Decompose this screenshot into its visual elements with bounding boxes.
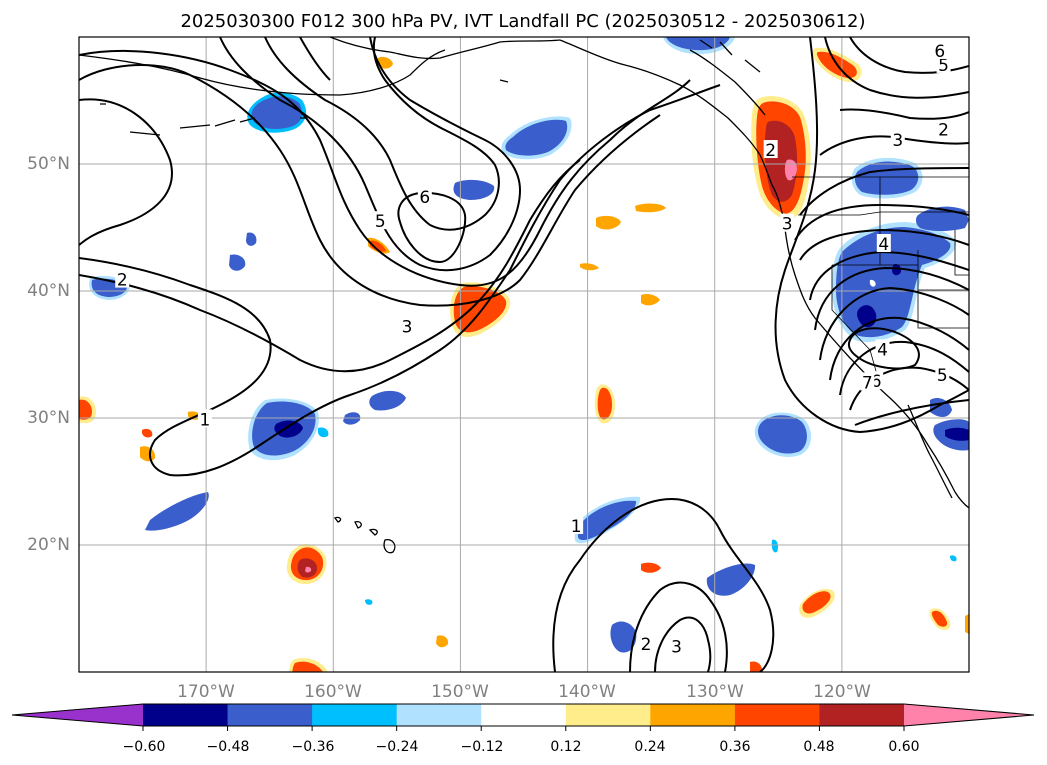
contour-label-bg — [936, 54, 951, 73]
colorbar-tick-label: −0.12 — [461, 739, 504, 755]
contour-label: 2 — [765, 141, 776, 161]
contour-label-bg — [569, 515, 584, 534]
colorbar-tick-labels: −0.60 −0.48 −0.36 −0.24 −0.12 0.12 0.24 … — [123, 739, 920, 755]
contour-label-bg — [875, 339, 890, 358]
contour-label: 7 — [862, 373, 873, 393]
ivt-contours — [79, 37, 969, 672]
state-borders — [792, 176, 969, 386]
contour-label: 3 — [671, 638, 682, 658]
colorbar-bin — [565, 704, 651, 726]
lat-label: 20°N — [27, 535, 70, 555]
contour-label: 6 — [934, 42, 945, 62]
colorbar-tick-label: −0.60 — [123, 739, 166, 755]
contour-label-bg — [373, 211, 388, 230]
colorbar-bin — [481, 704, 567, 726]
contour-label-bg — [780, 213, 795, 232]
lon-label: 120°W — [813, 682, 871, 702]
colorbar-tick-label: 0.36 — [719, 739, 750, 755]
contour-label: 3 — [402, 318, 413, 338]
contour-label: 5 — [937, 366, 948, 386]
map-frame — [78, 36, 970, 673]
contour-label-bg — [935, 364, 950, 383]
colorbar-tick-label: −0.36 — [292, 739, 335, 755]
colorbar-bin — [819, 704, 905, 726]
lat-label: 30°N — [27, 408, 70, 428]
colorbar-bin — [227, 704, 313, 726]
colorbar-tick-label: −0.48 — [207, 739, 250, 755]
figure-title: 2025030300 F012 300 hPa PV, IVT Landfall… — [180, 11, 865, 32]
contour-label-bg — [417, 187, 432, 206]
lon-label: 140°W — [558, 682, 616, 702]
contour-label: 6 — [419, 188, 430, 208]
contour-label-bg — [763, 140, 778, 159]
contour-label: 4 — [877, 340, 888, 360]
contour-label-bg — [890, 129, 905, 148]
colorbar-bin — [396, 704, 482, 726]
contour-label-bg — [639, 634, 654, 653]
contour-label: 5 — [938, 56, 949, 76]
contour-label-bg — [669, 636, 684, 655]
colorbar-bin — [143, 704, 229, 726]
lon-label: 170°W — [177, 682, 235, 702]
contour-label-bg — [932, 40, 947, 59]
contour-label: 1 — [571, 517, 582, 537]
colorbar-tick-label: −0.24 — [376, 739, 419, 755]
longitude-labels: 170°W 160°W 150°W 140°W 130°W 120°W — [177, 682, 871, 702]
colorbar-underflow-arrow — [12, 704, 143, 726]
colorbar — [11, 703, 1035, 731]
contour-label-bg — [936, 119, 951, 138]
lat-label: 50°N — [27, 154, 70, 174]
contour-label: 3 — [892, 131, 903, 151]
latitude-labels: 50°N 40°N 30°N 20°N — [27, 154, 70, 555]
colorbar-tick-label: 0.48 — [803, 739, 834, 755]
contour-label-bg — [876, 234, 891, 253]
lon-label: 130°W — [686, 682, 744, 702]
contour-label: 1 — [199, 410, 210, 430]
contour-label: 3 — [782, 215, 793, 235]
colorbar-tick-label: 0.12 — [550, 739, 581, 755]
contour-label: 2 — [938, 121, 949, 141]
contour-label-bg — [115, 269, 130, 288]
contour-label: 2 — [641, 635, 652, 655]
lon-label: 150°W — [431, 682, 489, 702]
lon-label: 160°W — [304, 682, 362, 702]
contour-label: 4 — [878, 235, 889, 255]
coastlines — [79, 37, 969, 554]
colorbar-tick-label: 0.60 — [888, 739, 919, 755]
contour-label: 5 — [375, 212, 386, 232]
lat-label: 40°N — [27, 281, 70, 301]
contour-label: 6 — [871, 372, 882, 392]
contour-label-bg — [860, 372, 875, 391]
contour-label-bg — [197, 409, 212, 428]
colorbar-bin — [650, 704, 736, 726]
colorbar-bin — [734, 704, 820, 726]
contour-label-bg — [400, 316, 415, 335]
contour-label: 2 — [117, 271, 128, 291]
colorbar-overflow-arrow — [904, 704, 1034, 726]
colorbar-tick-label: 0.24 — [634, 739, 665, 755]
colorbar-bin — [312, 704, 398, 726]
